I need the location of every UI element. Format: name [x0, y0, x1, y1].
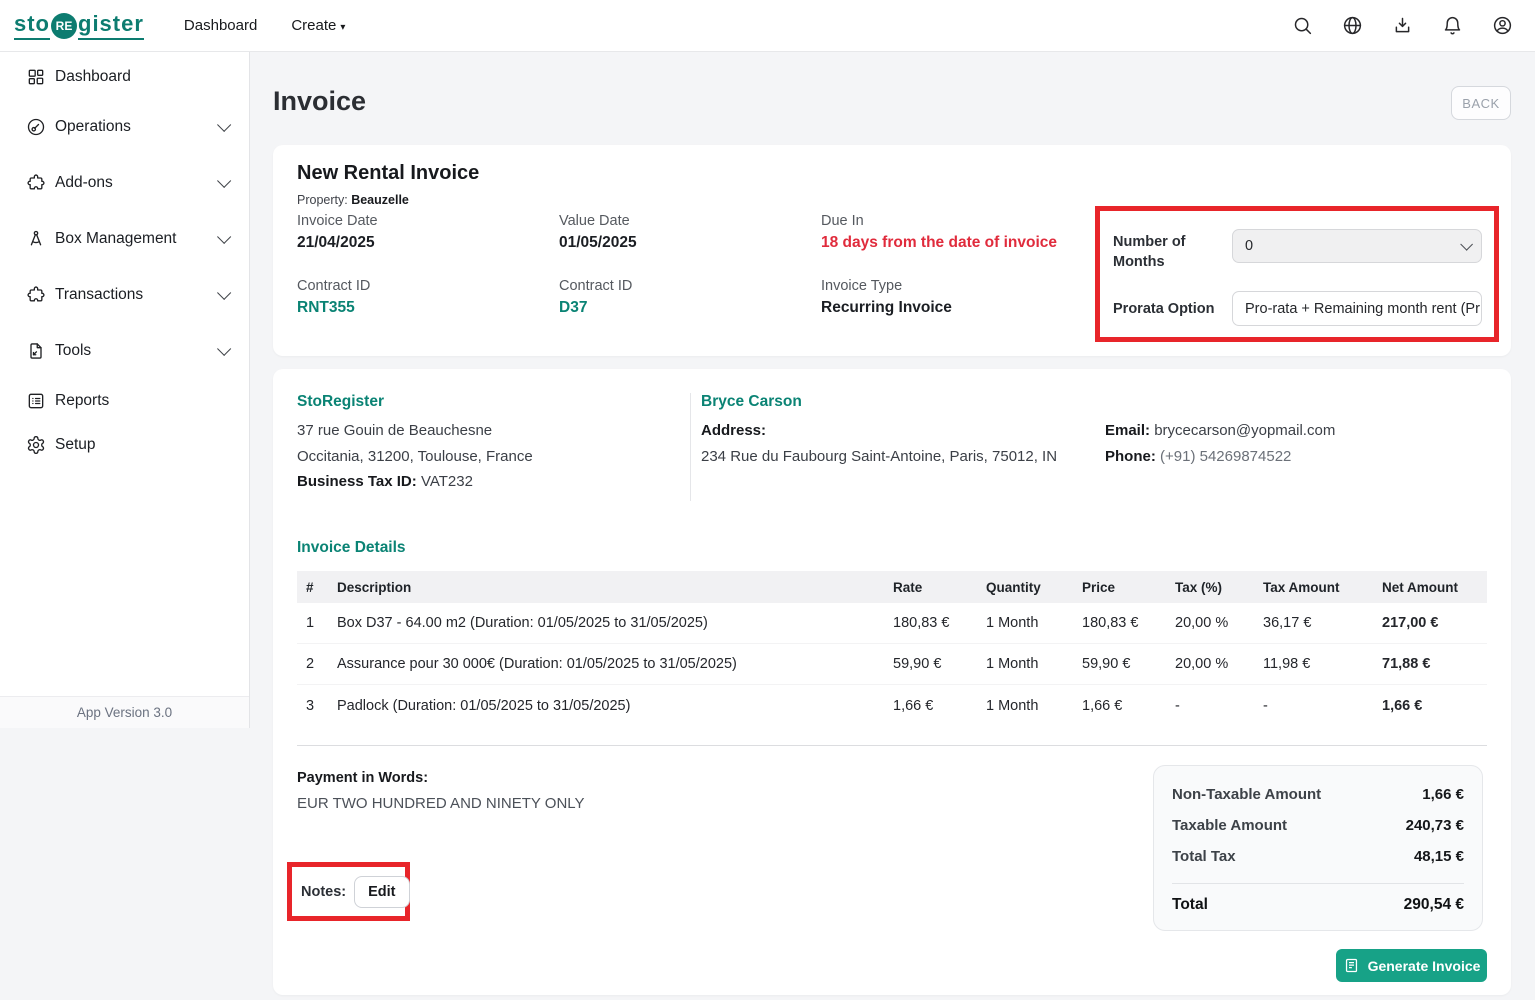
sidebar-item-transactions[interactable]: Transactions	[0, 276, 249, 314]
sidebar-item-box-management[interactable]: Box Management	[0, 220, 249, 258]
logo-prefix: sto	[14, 11, 50, 40]
notes-edit-button[interactable]: Edit	[354, 875, 410, 908]
invoice-receipt-icon	[1345, 958, 1357, 973]
field-value-date: Value Date 01/05/2025	[559, 213, 637, 251]
company-name: StoRegister	[297, 393, 384, 410]
company-tax-id: Business Tax ID: VAT232	[297, 473, 473, 490]
sidebar-item-reports[interactable]: Reports	[0, 382, 249, 420]
user-avatar-icon[interactable]	[1492, 15, 1513, 36]
sidebar-item-setup[interactable]: Setup	[0, 426, 249, 464]
sidebar-item-label: Reports	[55, 392, 110, 409]
prorata-option-input[interactable]: Pro-rata + Remaining month rent (Pr	[1232, 291, 1482, 326]
storegister-logo[interactable]: sto RE gister	[14, 11, 144, 40]
generate-invoice-button[interactable]: Generate Invoice	[1336, 949, 1487, 982]
invoice-header-card: New Rental Invoice Property: Beauzelle I…	[273, 145, 1511, 356]
sidebar-item-add-ons[interactable]: Add-ons	[0, 164, 249, 202]
top-header: sto RE gister Dashboard Create ▾	[0, 0, 1535, 52]
customer-address-label: Address:	[701, 422, 767, 439]
customer-phone: Phone: (+91) 54269874522	[1105, 448, 1292, 465]
property-label: Property:	[297, 193, 348, 207]
invoice-details-title: Invoice Details	[297, 539, 406, 556]
number-of-months-select[interactable]: 0	[1232, 229, 1482, 263]
logo-suffix: gister	[78, 11, 144, 40]
app-version: App Version 3.0	[0, 696, 249, 728]
header-icons	[1292, 15, 1513, 36]
sidebar-item-label: Dashboard	[55, 68, 131, 85]
total-row-grand: Total 290,54 €	[1172, 896, 1464, 913]
invoice-details-table: # Description Rate Quantity Price Tax (%…	[297, 571, 1487, 726]
sidebar-item-operations[interactable]: Operations	[0, 108, 249, 146]
totals-summary: Non-Taxable Amount 1,66 € Taxable Amount…	[1153, 765, 1483, 931]
table-row: 2 Assurance pour 30 000€ (Duration: 01/0…	[297, 644, 1487, 685]
nav-create[interactable]: Create ▾	[291, 17, 346, 34]
sidebar-item-label: Add-ons	[55, 174, 113, 191]
field-contract-id-rental: Contract ID RNT355	[297, 278, 371, 316]
number-of-months-label: Number of Months	[1113, 234, 1186, 271]
customer-name: Bryce Carson	[701, 393, 802, 410]
annotation-highlight-notes: Notes: Edit	[287, 862, 410, 921]
chevron-down-icon	[217, 229, 232, 244]
chevron-down-icon	[217, 285, 232, 300]
operations-icon	[26, 117, 46, 137]
property-value: Beauzelle	[351, 193, 409, 207]
field-contract-id-box: Contract ID D37	[559, 278, 633, 316]
field-due-in: Due In 18 days from the date of invoice	[821, 213, 1058, 251]
annotation-highlight-months: Number of Months 0 Prorata Option Pro-ra…	[1095, 206, 1499, 342]
top-nav: Dashboard Create ▾	[184, 17, 345, 34]
party-divider	[690, 393, 691, 501]
sidebar-item-label: Box Management	[55, 230, 177, 247]
chevron-down-icon	[217, 341, 232, 356]
gear-icon	[26, 435, 46, 455]
logo-re-badge: RE	[51, 12, 77, 39]
field-invoice-type: Invoice Type Recurring Invoice	[821, 278, 952, 316]
puzzle-icon	[26, 285, 46, 305]
total-row-tax: Total Tax 48,15 €	[1172, 848, 1464, 865]
sidebar-item-label: Transactions	[55, 286, 144, 303]
property-line: Property: Beauzelle	[297, 193, 409, 207]
puzzle-icon	[26, 173, 46, 193]
chevron-down-icon	[217, 173, 232, 188]
notes-label: Notes:	[301, 883, 347, 900]
chevron-down-icon	[217, 117, 232, 132]
sidebar-item-label: Operations	[55, 118, 131, 135]
drafting-compass-icon	[26, 229, 46, 249]
invoice-card-title: New Rental Invoice	[297, 162, 480, 184]
sidebar-item-label: Setup	[55, 436, 96, 453]
table-bottom-rule	[297, 745, 1487, 746]
table-header-row: # Description Rate Quantity Price Tax (%…	[297, 571, 1487, 603]
totals-divider	[1172, 883, 1464, 884]
page-title: Invoice	[273, 86, 367, 116]
company-address-line1: 37 rue Gouin de Beauchesne	[297, 422, 493, 439]
report-list-icon	[26, 391, 46, 411]
sidebar: Dashboard Operations Add-ons Box Managem…	[0, 52, 250, 728]
payment-in-words-value: EUR TWO HUNDRED AND NINETY ONLY	[297, 795, 585, 812]
invoice-body-card: StoRegister 37 rue Gouin de Beauchesne O…	[273, 369, 1511, 995]
nav-dashboard[interactable]: Dashboard	[183, 17, 258, 34]
total-row-non-taxable: Non-Taxable Amount 1,66 €	[1172, 786, 1464, 803]
company-address-line2: Occitania, 31200, Toulouse, France	[297, 448, 533, 465]
table-row: 3 Padlock (Duration: 01/05/2025 to 31/05…	[306, 697, 1423, 714]
back-button[interactable]: BACK	[1451, 86, 1511, 120]
payment-in-words-label: Payment in Words:	[297, 770, 429, 786]
grid-icon	[26, 67, 46, 87]
customer-email: Email: brycecarson@yopmail.com	[1105, 422, 1336, 439]
bell-icon[interactable]	[1442, 15, 1463, 36]
sidebar-item-dashboard[interactable]: Dashboard	[0, 58, 249, 96]
sidebar-item-tools[interactable]: Tools	[0, 332, 249, 370]
caret-down-icon: ▾	[340, 22, 346, 33]
prorata-option-label: Prorata Option	[1113, 301, 1215, 317]
customer-address: 234 Rue du Faubourg Saint-Antoine, Paris…	[701, 448, 1058, 465]
search-icon[interactable]	[1292, 15, 1313, 36]
table-row: 1 Box D37 - 64.00 m2 (Duration: 01/05/20…	[297, 603, 1487, 644]
document-icon	[26, 341, 46, 361]
download-icon[interactable]	[1392, 15, 1413, 36]
sidebar-item-label: Tools	[55, 342, 92, 359]
total-row-taxable: Taxable Amount 240,73 €	[1172, 817, 1464, 834]
field-invoice-date: Invoice Date 21/04/2025	[297, 213, 378, 251]
globe-icon[interactable]	[1342, 15, 1363, 36]
chevron-down-icon	[1460, 237, 1473, 251]
